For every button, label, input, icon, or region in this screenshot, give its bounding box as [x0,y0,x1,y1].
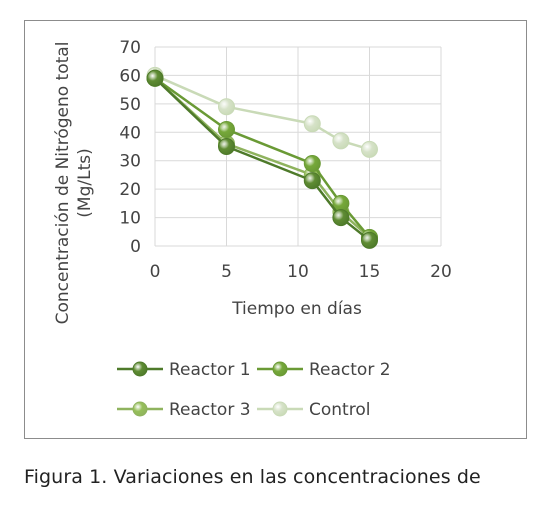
x-tick-label: 10 [287,262,309,282]
y-axis-title-line1: Concentración de Nitrógeno total [53,42,73,325]
legend: Reactor 1 Reactor 2 Reactor 3 Control [117,360,391,420]
x-tick-labels: 0 5 10 15 20 [150,262,452,282]
gridlines [154,46,442,247]
y-tick-label: 10 [119,209,141,229]
x-tick-label: 20 [430,262,452,282]
legend-item: Reactor 1 [117,360,251,380]
y-tick-label: 0 [130,237,141,257]
legend-marker [132,361,148,377]
figure-caption: Figura 1. Variaciones en las concentraci… [24,466,481,488]
data-point [361,231,378,249]
y-tick-labels: 0 10 20 30 40 50 60 70 [119,38,141,257]
data-point [332,132,350,150]
x-tick-label: 0 [150,262,161,282]
legend-item: Reactor 3 [117,400,251,420]
y-tick-label: 30 [119,152,141,172]
y-tick-label: 20 [119,180,141,200]
legend-item: Reactor 2 [257,360,391,380]
data-point [218,138,235,155]
data-point [303,172,321,190]
y-tick-label: 60 [119,66,141,86]
legend-label: Reactor 3 [169,400,251,420]
nitrogen-line-chart: 0 10 20 30 40 50 60 70 0 5 10 15 20 Concentración d… [53,38,452,420]
data-point [303,115,321,133]
y-tick-label: 50 [119,95,141,115]
legend-label: Reactor 1 [169,360,251,380]
legend-marker [272,401,288,417]
y-tick-label: 70 [119,38,141,58]
series-layer [146,66,378,249]
legend-label: Control [309,400,370,420]
legend-marker [132,401,148,417]
x-axis-title: Tiempo en días [231,299,362,319]
data-point [146,69,164,87]
chart-frame: 0 10 20 30 40 50 60 70 0 5 10 15 20 Concentración d… [24,20,527,439]
x-tick-label: 15 [359,262,381,282]
y-axis-title-line2: (Mg/Lts) [75,148,95,217]
legend-label: Reactor 2 [309,360,391,380]
legend-item: Control [257,400,370,420]
data-point [218,120,235,138]
legend-marker [272,361,288,377]
data-point [361,140,378,158]
y-tick-label: 40 [119,123,141,143]
data-point [218,98,235,116]
data-point [303,155,321,173]
x-tick-label: 5 [221,262,232,282]
data-point [332,209,350,227]
